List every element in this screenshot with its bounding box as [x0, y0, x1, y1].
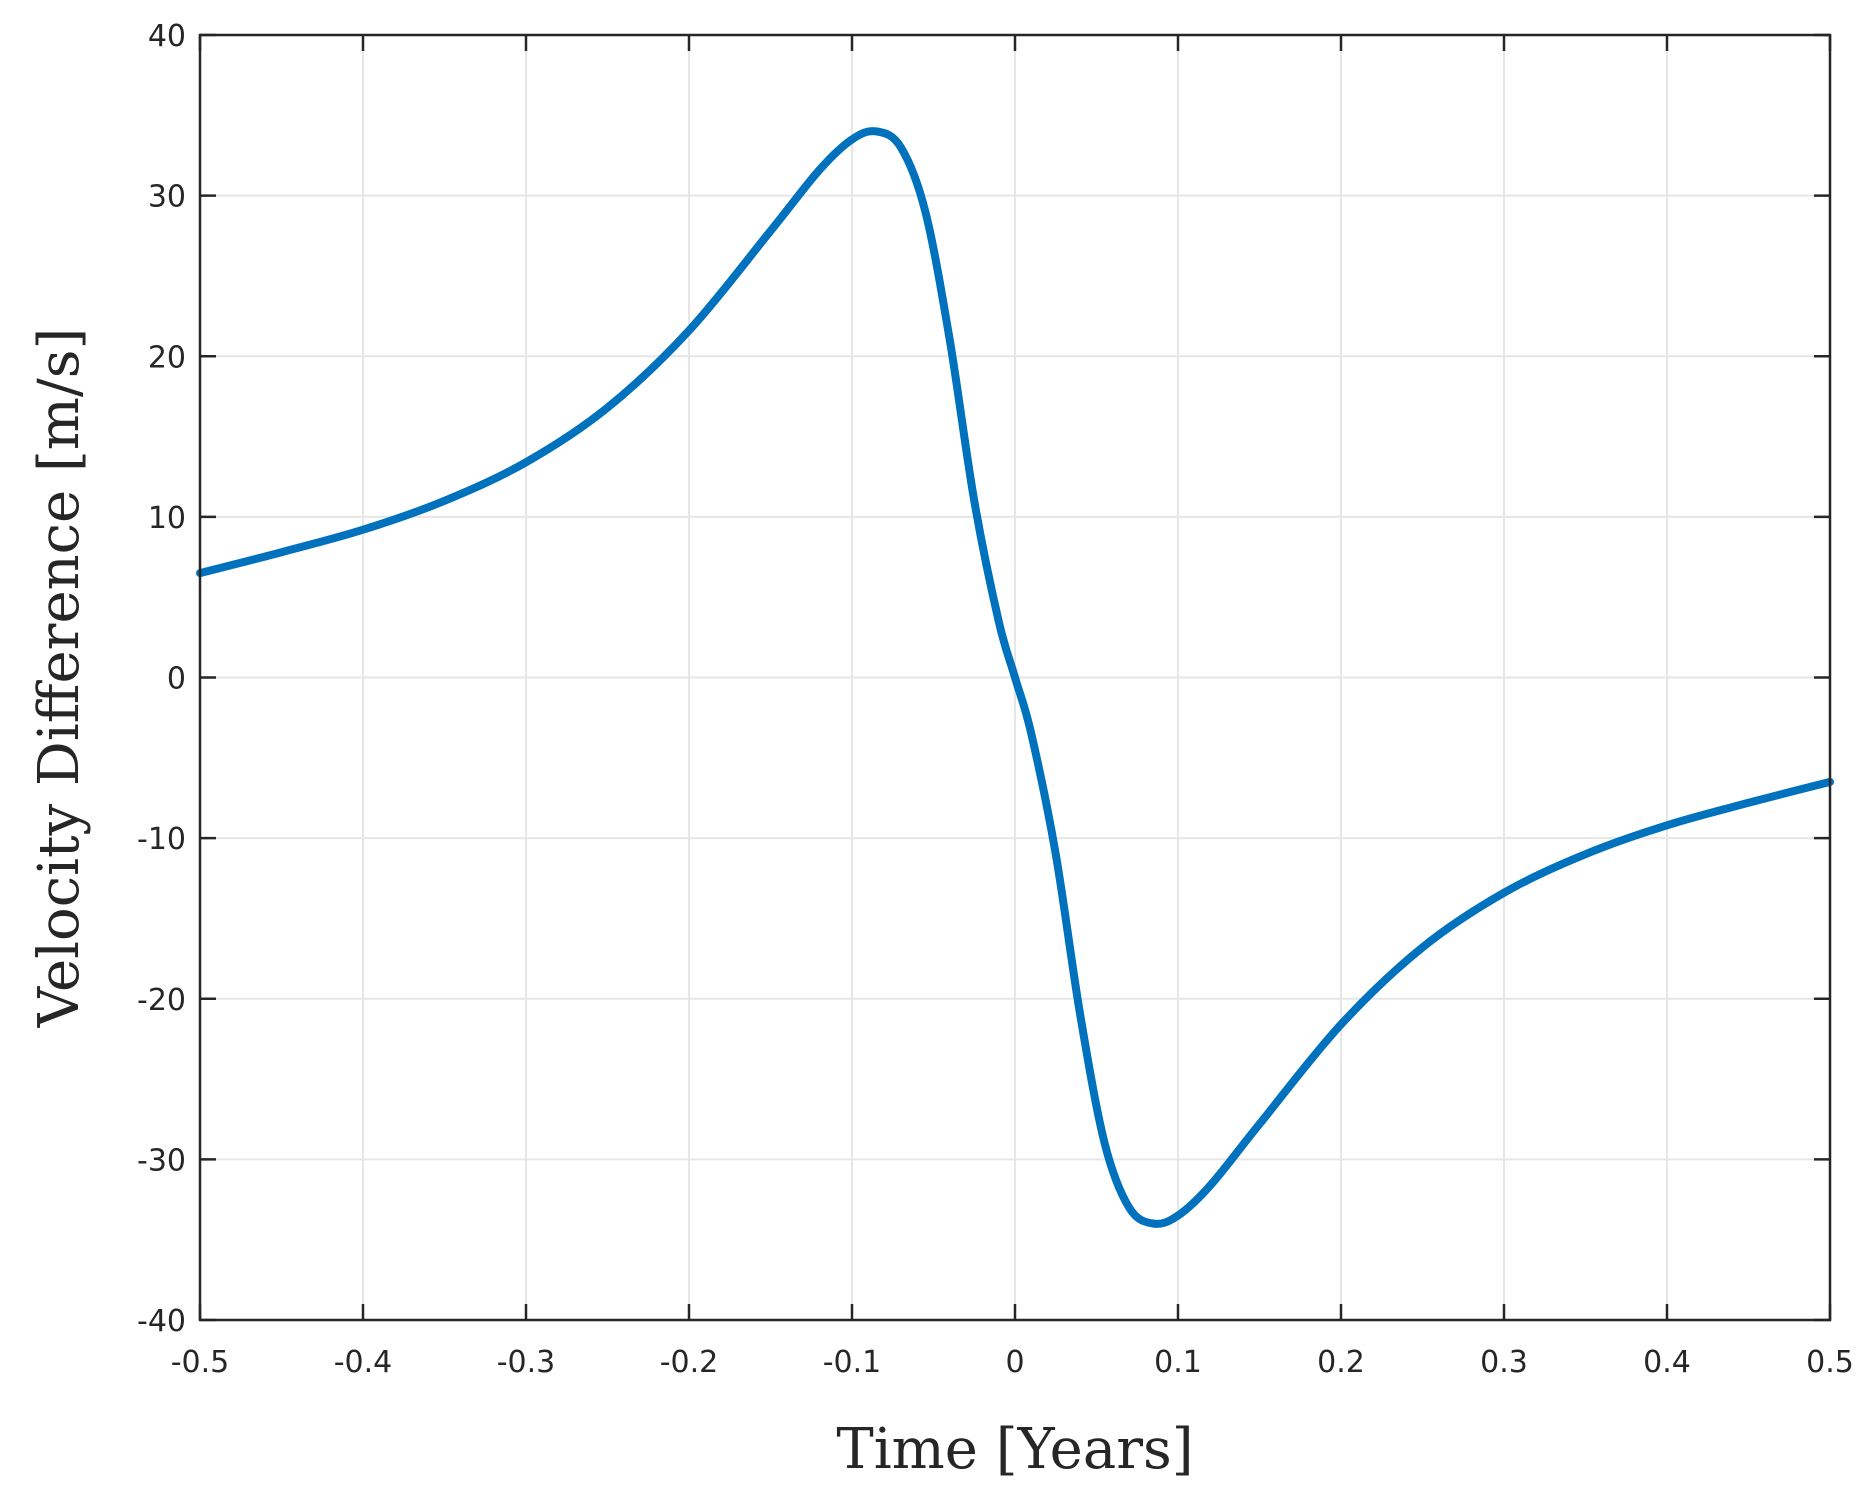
y-tick-label: -40 — [137, 1304, 186, 1339]
x-tick-label: -0.1 — [823, 1345, 882, 1380]
x-tick-label: 0.4 — [1643, 1345, 1691, 1380]
x-axis-title: Time [Years] — [836, 1417, 1193, 1482]
x-tick-label: -0.3 — [497, 1345, 556, 1380]
y-tick-label: 0 — [167, 662, 186, 697]
y-tick-label: -20 — [137, 983, 186, 1018]
y-tick-label: 40 — [148, 19, 186, 54]
y-tick-label: 30 — [148, 180, 186, 215]
y-axis-title: Velocity Difference [m/s] — [27, 328, 92, 1029]
x-tick-label: -0.4 — [334, 1345, 393, 1380]
x-tick-label: 0.1 — [1154, 1345, 1202, 1380]
x-tick-labels: -0.5 -0.4 -0.3 -0.2 -0.1 0 0.1 0.2 0.3 0.4 0.5 — [171, 1345, 1854, 1380]
x-tick-label: -0.2 — [660, 1345, 719, 1380]
x-tick-label: 0.3 — [1480, 1345, 1528, 1380]
tick-marks — [198, 33, 1832, 1322]
series-layer — [196, 127, 1834, 1228]
x-tick-label: 0.2 — [1317, 1345, 1365, 1380]
x-tick-label: -0.5 — [171, 1345, 230, 1380]
y-tick-labels: -40 -30 -20 -10 0 10 20 30 40 — [137, 19, 186, 1339]
y-tick-label: 10 — [148, 501, 186, 536]
series-line-1 — [196, 127, 1834, 1228]
y-tick-label: 20 — [148, 340, 186, 375]
y-tick-label: -30 — [137, 1143, 186, 1178]
y-tick-label: -10 — [137, 822, 186, 857]
x-tick-label: 0.5 — [1806, 1345, 1854, 1380]
x-tick-label: 0 — [1005, 1345, 1024, 1380]
